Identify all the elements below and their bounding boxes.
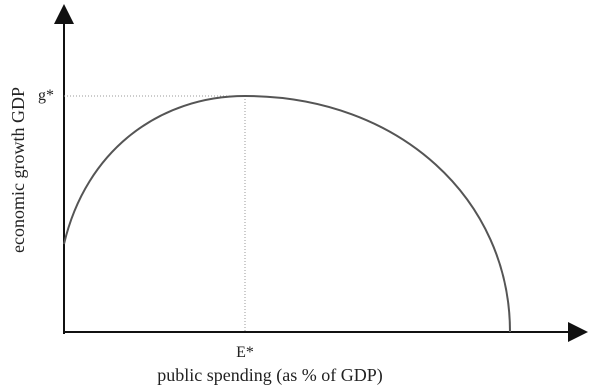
x-axis-label: public spending (as % of GDP) — [157, 365, 382, 386]
g-star-label: g* — [38, 87, 54, 104]
growth-curve — [63, 94, 511, 333]
y-axis-label: economic growth GDP — [8, 87, 28, 253]
e-star-label: E* — [236, 344, 254, 361]
